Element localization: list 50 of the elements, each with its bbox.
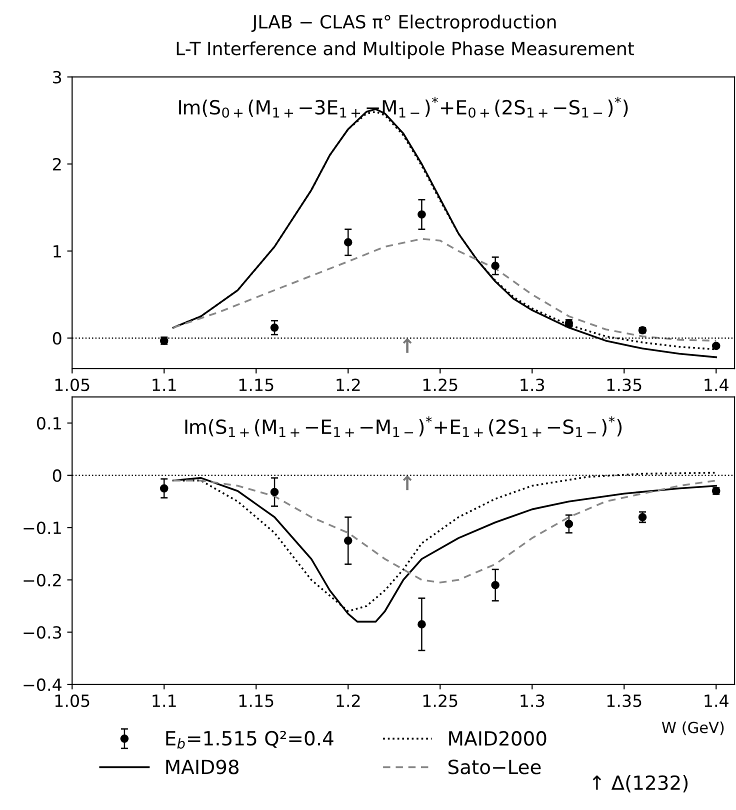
x-tick-label: 1.35 [607, 694, 642, 708]
point [160, 484, 168, 493]
point [270, 488, 279, 496]
text: Im(S$_{0+}$(M$_{1+}$−3E$_{1+}$−M$_{1−}$)$^{*}$+E$_{0+}$(2S$_{1+}$−S$_{1−}$)$^{*}$) [179, 96, 628, 118]
point [344, 536, 352, 545]
y-tick-label: 2 [53, 158, 61, 170]
point [638, 512, 647, 522]
y-tick-label: 0 [52, 332, 62, 345]
point [344, 238, 352, 246]
x-tick-label: 1.15 [239, 378, 274, 392]
legend-label: E$_{b}$=1.515 Q²=0.4 [166, 730, 334, 749]
legend-label: MAID2000 [449, 731, 546, 746]
x-tick-label: 1.25 [423, 378, 458, 392]
y-tick-label: −0.4 [24, 678, 62, 692]
point [491, 580, 500, 590]
text: Im(S$_{1+}$(M$_{1+}$−E$_{1+}$−M$_{1−}$)$^{*}$+E$_{1+}$(2S$_{1+}$−S$_{1−}$)$^{*}$) [185, 416, 622, 438]
x-tick-label: 1.4 [704, 694, 728, 707]
x-tick-label: 1.3 [520, 694, 544, 708]
annotation: ↑ [402, 476, 412, 490]
point [564, 520, 574, 528]
point [418, 210, 426, 219]
annotation: ↑ [402, 338, 412, 353]
x-tick-label: 1.4 [704, 378, 728, 391]
chart-title: JLAB − CLAS π° Electroproduction [251, 14, 556, 32]
y-tick-label: −0.2 [24, 574, 61, 586]
x-tick-label: 1.1 [152, 378, 176, 391]
y-tick-label: −0.3 [24, 626, 62, 639]
point [712, 342, 720, 350]
x-tick-label: 1.05 [55, 378, 90, 392]
y-tick-label: 0.1 [37, 417, 61, 430]
point [491, 262, 500, 270]
y-tick-label: 0 [52, 469, 62, 482]
text: ↑ Δ(1232) [592, 774, 688, 792]
x-tick-label: 1.25 [423, 694, 458, 708]
legend-label: MAID98 [166, 760, 239, 774]
legend-label: Sato−Lee [448, 760, 541, 774]
x-tick-label: 1.1 [152, 694, 176, 707]
x-tick-label: 1.35 [607, 378, 642, 392]
chart-subtitle: L-T Interference and Multipole Phase Measurement [176, 41, 634, 59]
y-tick-label: 3 [53, 70, 62, 84]
x-tick-label: 1.3 [520, 378, 544, 392]
x-tick-label: 1.05 [55, 694, 90, 708]
point [418, 620, 426, 628]
x-tick-label: 1.15 [239, 694, 274, 708]
x-axis-title: W (GeV) [662, 721, 724, 736]
y-tick-label: 1 [54, 245, 61, 258]
y-tick-label: −0.1 [24, 522, 61, 534]
point [270, 323, 279, 332]
x-tick-label: 1.2 [336, 694, 360, 707]
x-tick-label: 1.2 [336, 378, 360, 391]
